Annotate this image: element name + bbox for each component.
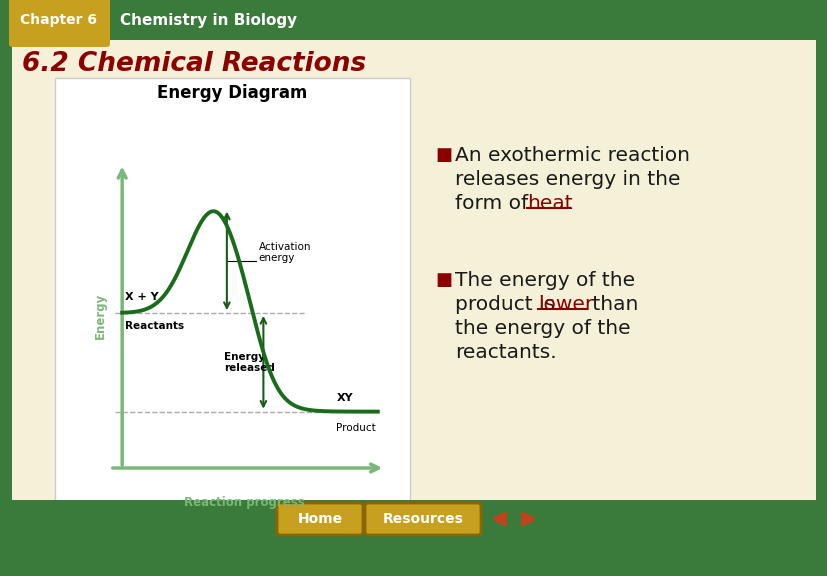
Bar	[12, 500, 815, 538]
Text: the energy of the: the energy of the	[455, 319, 630, 338]
Text: than: than	[586, 295, 638, 314]
Bar	[12, 0, 815, 40]
Text: form of: form of	[455, 194, 534, 213]
Text: reactants.: reactants.	[455, 343, 556, 362]
Text: Product: Product	[336, 423, 375, 433]
FancyBboxPatch shape	[365, 503, 480, 535]
Text: heat: heat	[526, 194, 572, 213]
Text: The energy of the: The energy of the	[455, 271, 634, 290]
Text: ■: ■	[434, 146, 452, 164]
FancyBboxPatch shape	[277, 503, 362, 535]
Text: Reaction progress: Reaction progress	[184, 496, 304, 509]
Text: Energy
released: Energy released	[224, 351, 275, 373]
Text: Resources: Resources	[382, 512, 463, 526]
Text: Activation
energy: Activation energy	[258, 241, 311, 263]
Text: Home: Home	[297, 512, 342, 526]
Text: Chapter 6: Chapter 6	[21, 13, 98, 27]
Text: Chemistry in Biology: Chemistry in Biology	[120, 13, 297, 28]
FancyBboxPatch shape	[12, 40, 815, 538]
Text: lower: lower	[538, 295, 592, 314]
Text: 6.2 Chemical Reactions: 6.2 Chemical Reactions	[22, 51, 366, 77]
Text: Reactants: Reactants	[124, 321, 184, 331]
Text: product is: product is	[455, 295, 561, 314]
Text: An exothermic reaction: An exothermic reaction	[455, 146, 689, 165]
Text: X + Y: X + Y	[124, 291, 158, 302]
Text: XY: XY	[336, 393, 352, 403]
FancyBboxPatch shape	[9, 0, 110, 47]
Text: ■: ■	[434, 271, 452, 289]
Text: releases energy in the: releases energy in the	[455, 170, 680, 189]
Text: Energy: Energy	[93, 293, 107, 339]
FancyBboxPatch shape	[55, 78, 409, 508]
Text: .: .	[566, 194, 572, 213]
Text: Energy Diagram: Energy Diagram	[157, 84, 308, 102]
